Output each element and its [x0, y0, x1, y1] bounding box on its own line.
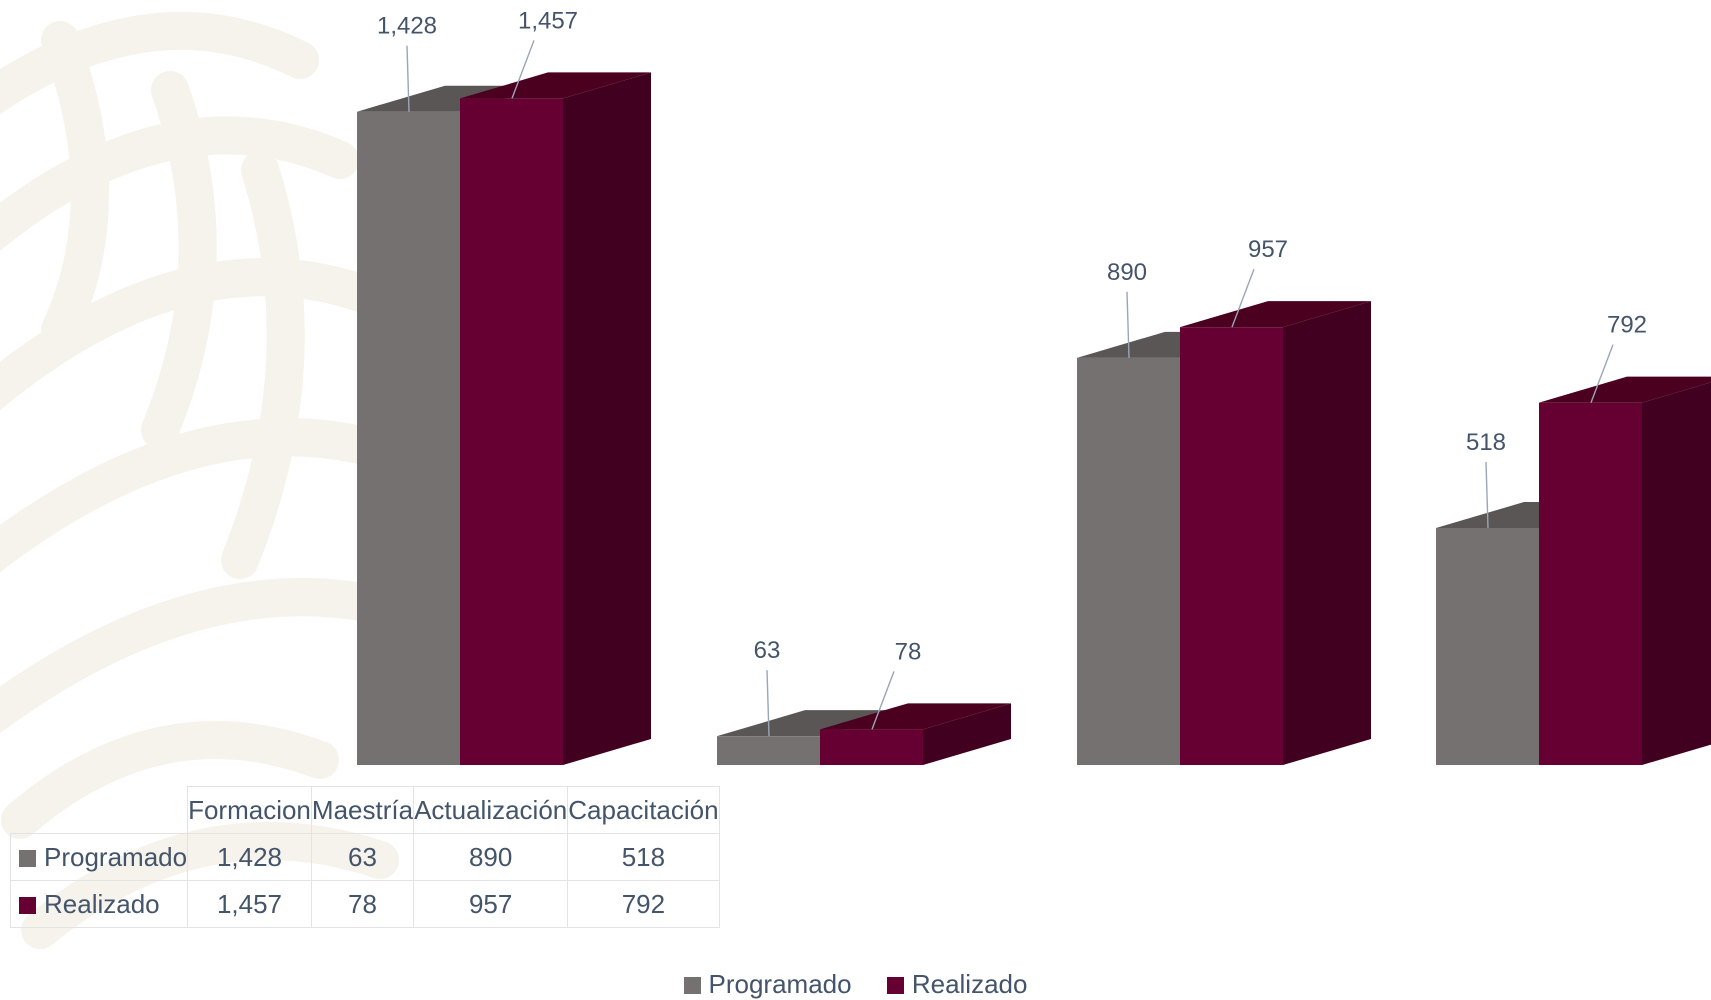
- leader-line-programado-formacion: [406, 45, 410, 112]
- bar-realizado-capacitacion: [1539, 402, 1642, 765]
- table-cell: 890: [413, 833, 569, 881]
- leader-line-programado-actualizacion: [1126, 291, 1130, 358]
- data-label-realizado-actualizacion: 957: [1248, 236, 1288, 263]
- legend-label: Programado: [708, 969, 852, 999]
- legend-label: Realizado: [911, 969, 1028, 999]
- table-header-row: Formacion Maestría Actualización Capacit…: [10, 786, 720, 834]
- leader-line-realizado-capacitacion: [1590, 344, 1614, 403]
- legend-item-realizado: Realizado: [886, 969, 1028, 1000]
- leader-line-realizado-maestria: [871, 671, 895, 730]
- table-cell: 78: [310, 880, 415, 928]
- bar-side-realizado-formacion: [563, 72, 651, 766]
- bar-side-realizado-capacitacion: [1642, 382, 1711, 765]
- leader-line-realizado-actualizacion: [1231, 268, 1255, 328]
- bar-programado-formacion: [357, 111, 460, 765]
- bar-realizado-maestria: [820, 729, 923, 765]
- table-cell: 957: [413, 880, 569, 928]
- chart-legend: Programado Realizado: [0, 969, 1711, 1000]
- realizado-swatch: [19, 896, 36, 914]
- bar-programado-capacitacion: [1436, 528, 1539, 765]
- table-cell: 518: [567, 833, 720, 881]
- table-corner-cell: [10, 786, 189, 834]
- bar-top-realizado-formacion: [460, 72, 651, 99]
- legend-swatch-programado: [683, 977, 701, 994]
- data-label-realizado-capacitacion: 792: [1607, 312, 1647, 339]
- table-cell: 1,457: [187, 880, 312, 928]
- bar-top-realizado-capacitacion: [1539, 376, 1711, 403]
- table-cell: 792: [567, 880, 720, 928]
- table-header-formacion: Formacion: [187, 786, 312, 834]
- programado-swatch: [19, 849, 36, 867]
- bar-programado-actualizacion: [1077, 357, 1180, 765]
- table-series-label: Realizado: [44, 888, 160, 919]
- leader-line-programado-capacitacion: [1485, 461, 1489, 529]
- data-label-realizado-formacion: 1,457: [518, 7, 578, 34]
- data-label-realizado-maestria: 78: [895, 638, 922, 665]
- bar-top-programado-maestria: [717, 710, 908, 737]
- chart-data-table: Formacion Maestría Actualización Capacit…: [9, 786, 720, 928]
- bar-side-realizado-maestria: [923, 703, 1011, 765]
- bar-top-realizado-actualizacion: [1180, 301, 1371, 328]
- data-label-programado-actualizacion: 890: [1107, 259, 1147, 286]
- data-label-programado-formacion: 1,428: [377, 13, 437, 40]
- data-label-programado-maestria: 63: [754, 637, 781, 664]
- table-cell: 1,428: [187, 833, 312, 881]
- bar-top-realizado-maestria: [820, 703, 1011, 730]
- bar-side-realizado-actualizacion: [1283, 301, 1371, 765]
- legend-item-programado: Programado: [683, 969, 852, 1000]
- data-label-programado-capacitacion: 518: [1466, 429, 1506, 456]
- table-series-programado: Programado: [9, 833, 189, 881]
- table-series-label: Programado: [44, 841, 188, 872]
- leader-line-programado-maestria: [766, 670, 770, 737]
- bar-programado-maestria: [717, 736, 820, 765]
- table-header-capacitacion: Capacitación: [567, 786, 720, 834]
- legend-swatch-realizado: [886, 977, 904, 994]
- table-cell: 63: [310, 833, 415, 881]
- bar-realizado-formacion: [460, 98, 563, 766]
- table-series-realizado: Realizado: [9, 880, 189, 928]
- table-row-realizado: Realizado 1,457 78 957 792: [9, 880, 720, 928]
- bar-realizado-actualizacion: [1180, 327, 1283, 765]
- leader-line-realizado-formacion: [511, 40, 535, 99]
- table-row-programado: Programado 1,428 63 890 518: [9, 833, 720, 881]
- table-header-maestria: Maestría: [310, 786, 415, 834]
- table-header-actualizacion: Actualización: [413, 786, 569, 834]
